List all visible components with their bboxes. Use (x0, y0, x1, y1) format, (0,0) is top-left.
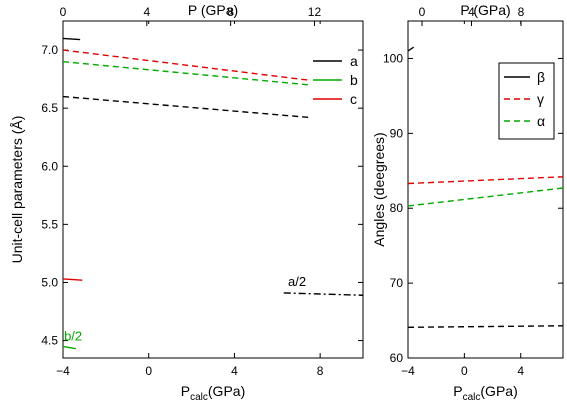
panel-2-x-tick-label: 4 (517, 364, 524, 378)
panel-1-x2-axis-title: P (GPa) (188, 2, 238, 18)
panel-1-legend-label: a (350, 53, 358, 69)
panel-1-x2-tick-label: 0 (60, 5, 67, 19)
panel-1-legend-label: c (350, 91, 357, 107)
panel-1-x-tick-label: 4 (231, 364, 238, 378)
panel-1-x2-tick-label: 8 (227, 5, 234, 19)
panel-1-x2-tick-label: 4 (143, 5, 150, 19)
panel-1-series-a/2-dashdot (283, 292, 364, 296)
panel-2-y-tick-label: 60 (390, 351, 404, 365)
panel-1-x2-tick-label: 12 (308, 5, 322, 19)
panel-2-x-tick-label: 0 (461, 364, 468, 378)
panel-1-x-tick-label: −4 (56, 364, 70, 378)
panel-1-y-tick-label: 6.5 (41, 101, 58, 115)
panel-2-frame (407, 20, 564, 359)
panel-2-x2-tick-label: 4 (468, 5, 475, 19)
panel-1-y-tick-label: 4.5 (41, 334, 58, 348)
panel-2-y-tick-label: 100 (383, 51, 403, 65)
panel-2-x-axis-title: Pcalc(GPa) (453, 383, 517, 403)
panel-2-legend-label: α (537, 113, 545, 129)
panel-1-series-a-solid (62, 37, 81, 41)
panel-2-series-β-solid (407, 46, 415, 52)
panel-1-series-b-dashed (62, 60, 310, 86)
panel-2-x2-tick-label: 0 (419, 5, 426, 19)
panel-1-series-c-dashed (62, 49, 310, 81)
panel-1-y-tick-label: 5.0 (41, 275, 58, 289)
panel-1-legend-label: b (350, 72, 358, 88)
panel-2-legend-box (498, 62, 555, 140)
panel-2-y-tick-label: 80 (390, 201, 404, 215)
panel-2-x2-tick-label: 8 (518, 5, 525, 19)
panel-1-y-axis-title: Unit-cell parameters (Å) (9, 116, 25, 264)
panel-1-y-tick-label: 7.0 (41, 43, 58, 57)
panel-1-x-axis-title: Pcalc(GPa) (181, 383, 245, 403)
panel-1-x-tick-label: 8 (317, 364, 324, 378)
panel-2-series-γ-dashed (407, 176, 564, 185)
panel-1-frame (62, 20, 364, 359)
panel-1-series-b/2-solid (62, 345, 76, 350)
panel-2-legend-label: γ (537, 91, 544, 107)
panel-2-series-α-dashed (407, 187, 564, 207)
panel-1-y-tick-label: 6.0 (41, 159, 58, 173)
panel-1-annotation: a/2 (288, 274, 306, 289)
panel-2-x-tick-label: −4 (401, 364, 415, 378)
panel-1-annotation: b/2 (64, 329, 82, 344)
panel-2-y-tick-label: 70 (390, 276, 404, 290)
panel-2-y-tick-label: 90 (390, 126, 404, 140)
panel-2-y-axis-title: Angles (deegrees) (371, 132, 387, 246)
panel-2-x2-axis-title: P (GPa) (460, 2, 510, 18)
panel-1-x-tick-label: 0 (145, 364, 152, 378)
panel-2-legend-label: β (537, 69, 545, 85)
panel-1-series-c-solid (62, 278, 83, 281)
panel-1-y-tick-label: 5.5 (41, 217, 58, 231)
panel-1-series-a-dashed (62, 95, 310, 119)
panel-2-series-β-dashed (407, 325, 564, 328)
